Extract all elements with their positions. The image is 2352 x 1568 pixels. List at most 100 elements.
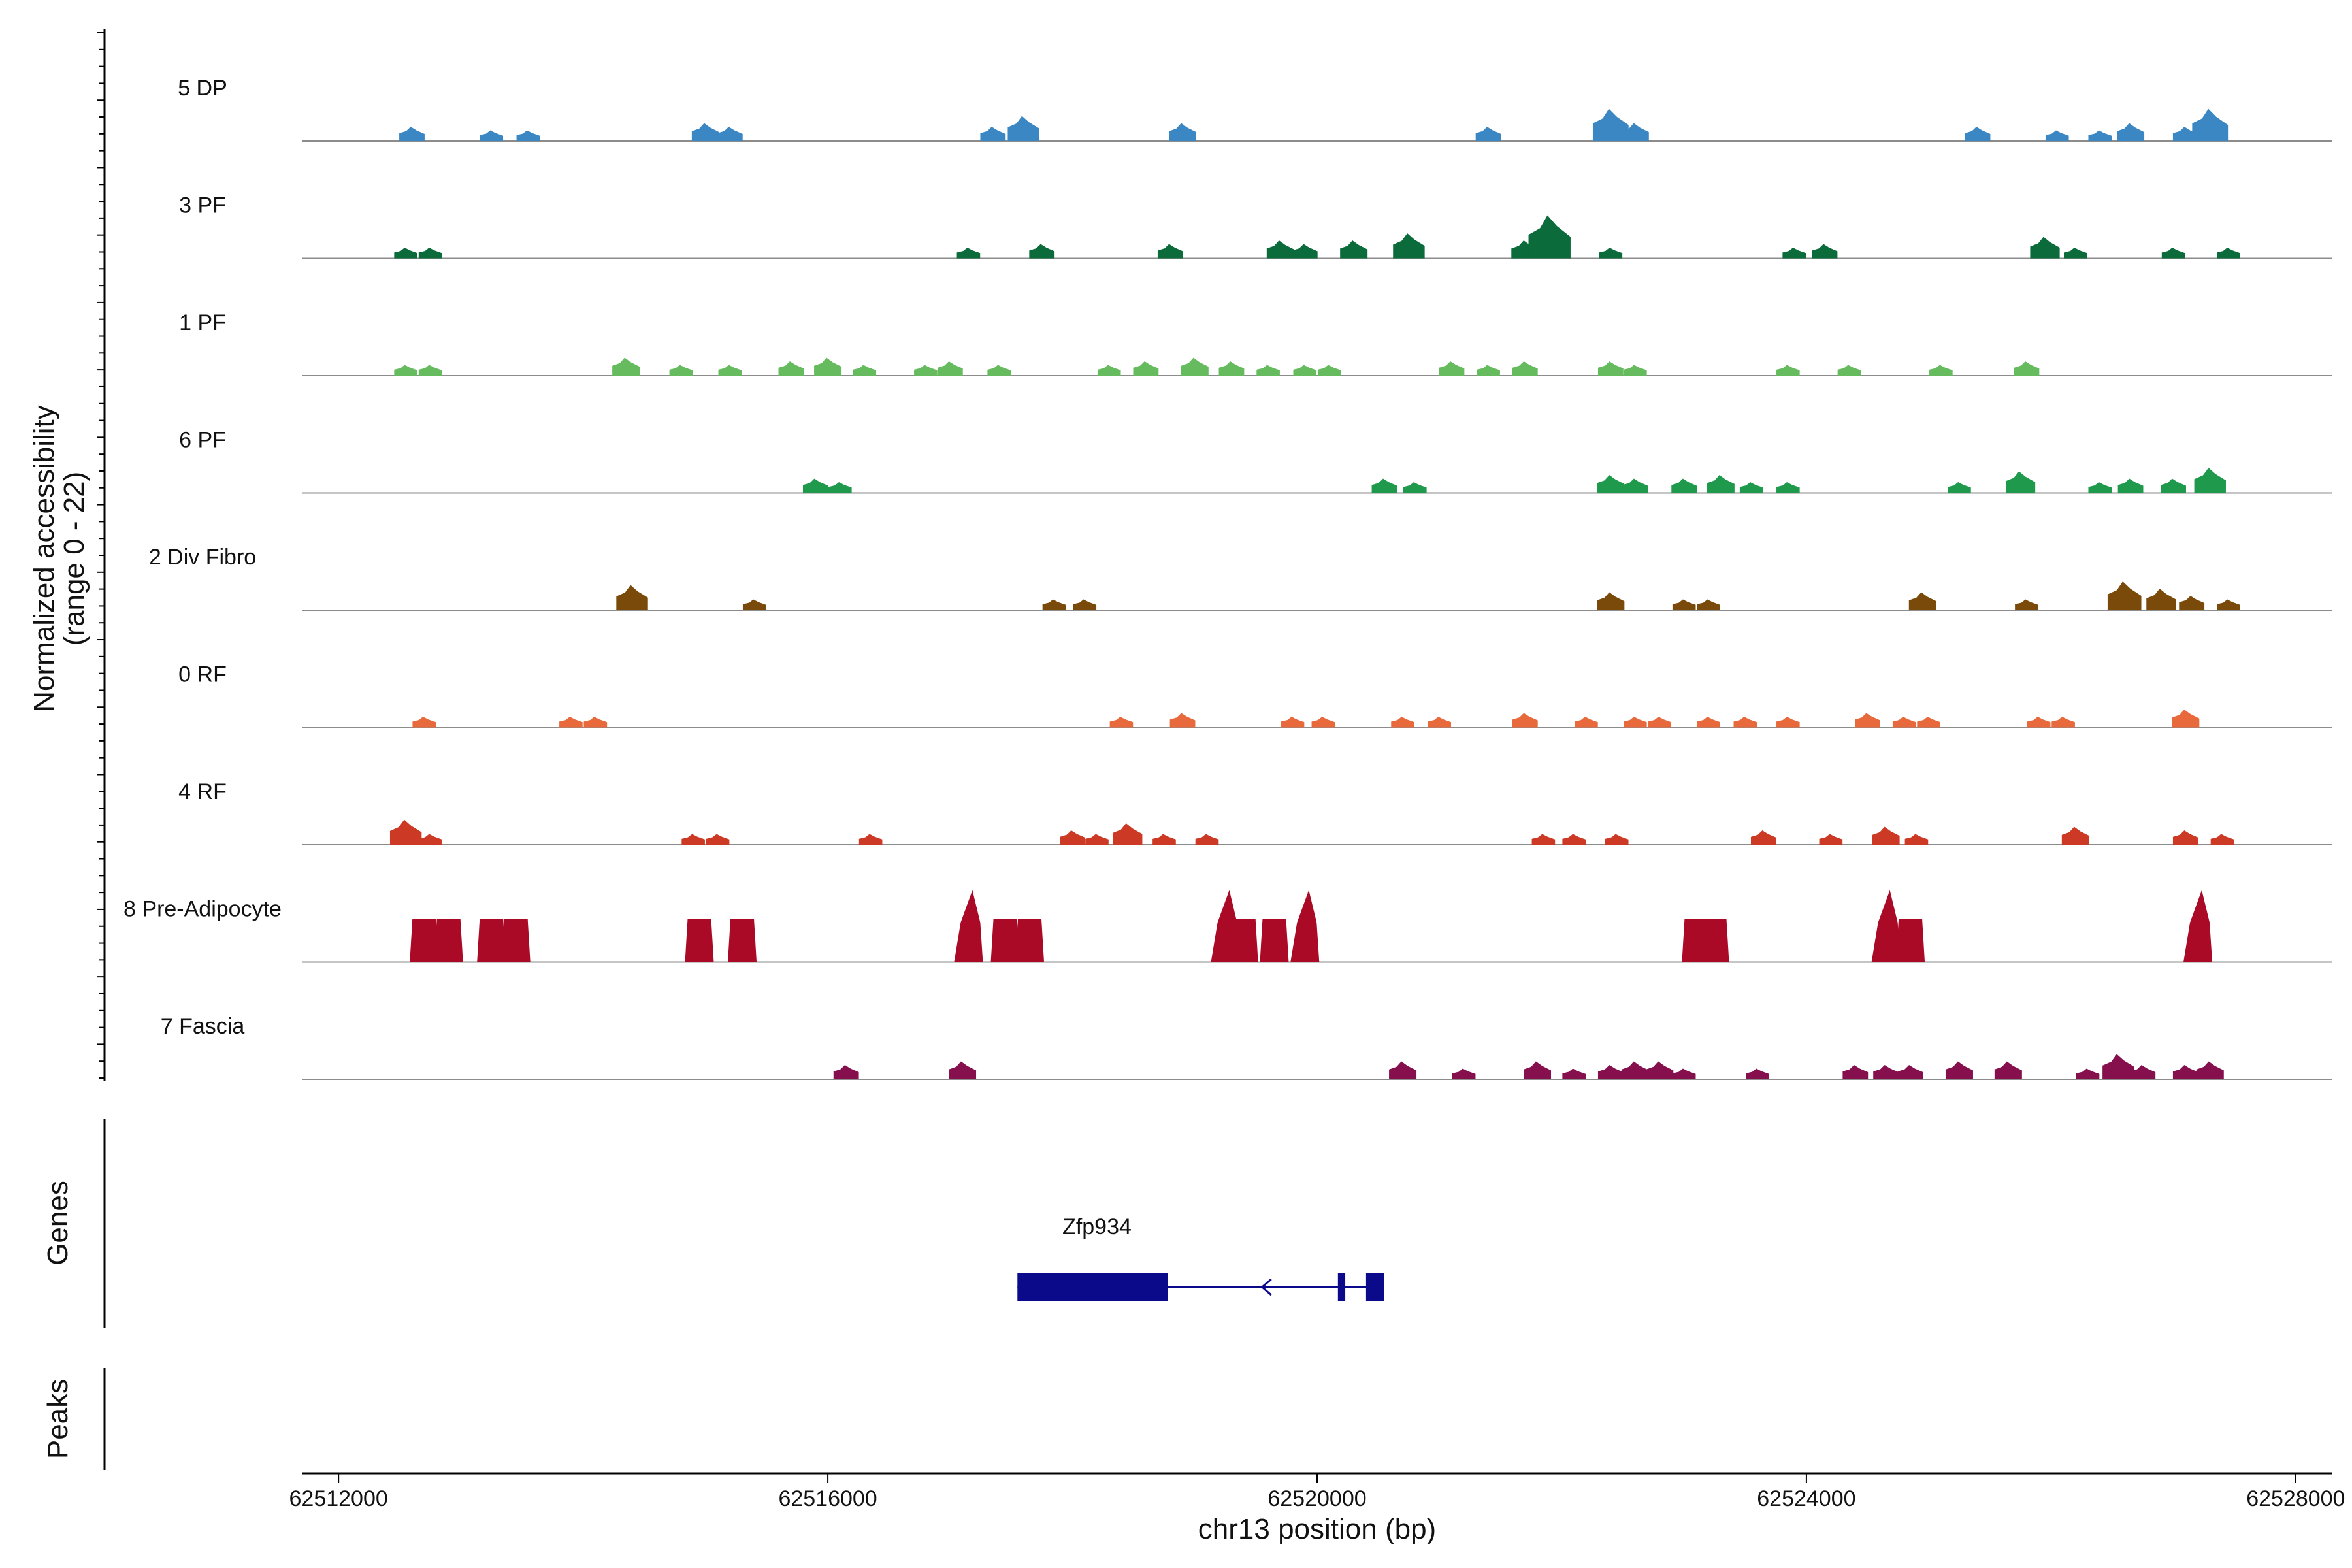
coverage-peak: [2117, 123, 2145, 141]
coverage-peak: [559, 717, 583, 728]
coverage-peak: [2014, 361, 2040, 376]
coverage-peak: [1073, 599, 1097, 610]
genes-label: Genes: [42, 1181, 74, 1266]
coverage-peak: [2005, 471, 2036, 493]
coverage-peak: [1776, 717, 1800, 728]
track-7-fascia: 7 Fascia: [161, 1014, 2332, 1080]
coverage-peak: [1672, 599, 1696, 610]
coverage-peak: [1746, 1068, 1769, 1079]
coverage-peak: [1700, 919, 1729, 962]
coverage-peak: [1621, 123, 1649, 141]
coverage-peak: [399, 127, 425, 141]
coverage-peak: [2076, 1068, 2100, 1079]
coverage-peak: [2051, 717, 2075, 728]
coverage-peak: [2172, 127, 2198, 141]
coverage-peak: [718, 365, 742, 376]
coverage-peak: [1782, 248, 1806, 259]
coverage-peak: [480, 130, 504, 141]
coverage-peak: [1892, 717, 1916, 728]
coverage-peak: [389, 819, 422, 845]
coverage-peak: [987, 365, 1011, 376]
coverage-peak: [2217, 599, 2240, 610]
coverage-peak: [2064, 248, 2087, 259]
coverage-peak: [1524, 1061, 1552, 1079]
coverage-peak: [1157, 244, 1183, 259]
coverage-peak: [949, 1061, 977, 1079]
coverage-peak: [477, 919, 506, 962]
gene-name-label: Zfp934: [1062, 1215, 1132, 1239]
coverage-peak: [1837, 365, 1861, 376]
coverage-peak: [1060, 830, 1085, 845]
coverage-tracks: 5 DP 3 PF 1 PF 6 PF 2 Div Fibro 0 RF 4 RF 8 Pre…: [123, 76, 2332, 1080]
coverage-peak: [2192, 108, 2229, 141]
track-label: 7 Fascia: [161, 1014, 245, 1039]
track-label: 1 PF: [179, 310, 226, 335]
coverage-peak: [1597, 475, 1625, 493]
coverage-peak: [2183, 890, 2213, 962]
coverage-peak: [2102, 1054, 2134, 1079]
coverage-peak: [2117, 478, 2144, 493]
track-5-dp: 5 DP: [178, 76, 2332, 142]
coverage-peak: [1097, 365, 1121, 376]
track-label: 0 RF: [178, 662, 227, 687]
coverage-peak: [1697, 717, 1720, 728]
coverage-peak: [1776, 482, 1800, 493]
coverage-peak: [1965, 127, 1991, 141]
x-axis-title: chr13 position (bp): [1198, 1513, 1436, 1545]
coverage-peak: [990, 919, 1020, 962]
coverage-peak: [1113, 823, 1143, 845]
x-tick-label: 62528000: [2246, 1486, 2345, 1511]
coverage-peak: [1512, 361, 1538, 376]
coverage-peak: [1317, 365, 1341, 376]
strand-arrow-icon: [1260, 1278, 1272, 1296]
coverage-peak: [1671, 478, 1697, 493]
coverage-peak: [1439, 361, 1465, 376]
coverage-peak: [418, 834, 442, 845]
coverage-peak: [1403, 482, 1427, 493]
track-4-rf: 4 RF: [178, 779, 2332, 845]
track-3-pf: 3 PF: [179, 193, 2332, 259]
coverage-peak: [2179, 596, 2205, 610]
coverage-peak: [1750, 830, 1776, 845]
coverage-peak: [853, 365, 877, 376]
coverage-peak: [2130, 1065, 2156, 1079]
coverage-peak: [1623, 717, 1647, 728]
coverage-peak: [1428, 717, 1452, 728]
coverage-peak: [1133, 361, 1159, 376]
coverage-peak: [2146, 589, 2176, 610]
coverage-peak: [1697, 599, 1720, 610]
coverage-peak: [833, 1065, 859, 1079]
coverage-peak: [1340, 240, 1368, 259]
coverage-peak: [1195, 834, 1219, 845]
coverage-peak: [2172, 830, 2198, 845]
coverage-peak: [1994, 1061, 2022, 1079]
coverage-peak: [2210, 834, 2234, 845]
coverage-peak: [2217, 248, 2240, 259]
accessibility-axis: Normalized accessibility (range 0 - 22): [28, 29, 106, 1081]
coverage-peak: [828, 482, 852, 493]
coverage-peak: [1871, 890, 1901, 962]
genes-panel: Genes Zfp934: [42, 1119, 1384, 1328]
coverage-peak: [778, 361, 804, 376]
y-axis-label-line2: (range 0 - 22): [58, 472, 90, 646]
coverage-peak: [410, 919, 439, 962]
x-tick-label: 62524000: [1757, 1486, 1855, 1511]
coverage-peak: [1622, 478, 1648, 493]
coverage-peak: [1733, 717, 1757, 728]
coverage-peak: [954, 890, 983, 962]
coverage-peak: [583, 717, 608, 728]
coverage-peak: [2088, 482, 2112, 493]
track-8-pre-adipocyte: 8 Pre-Adipocyte: [123, 890, 2332, 963]
coverage-peak: [681, 834, 705, 845]
coverage-peak: [2172, 710, 2200, 728]
coverage-peak: [418, 248, 442, 259]
coverage-peak: [1776, 365, 1800, 376]
coverage-peak: [1597, 592, 1625, 610]
coverage-peak: [1475, 127, 1501, 141]
coverage-peak: [434, 919, 463, 962]
coverage-peak: [1007, 116, 1039, 141]
coverage-peak: [1842, 1065, 1869, 1079]
coverage-peak: [1929, 365, 1953, 376]
coverage-peak: [516, 130, 540, 141]
coverage-peak: [1281, 717, 1305, 728]
